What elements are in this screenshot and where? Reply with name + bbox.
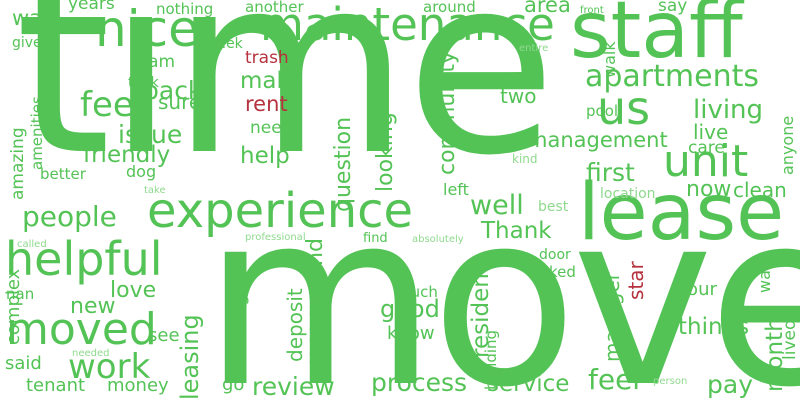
- word-people: people: [22, 200, 117, 233]
- word-service: service: [487, 371, 570, 397]
- word-leasing: leasing: [176, 314, 204, 400]
- word-left: left: [443, 180, 469, 199]
- word-asked: asked: [532, 263, 576, 281]
- word-needed: needed: [72, 348, 110, 359]
- word-experience: experience: [147, 183, 414, 239]
- word-want: want: [755, 253, 774, 293]
- word-live: live: [693, 120, 729, 144]
- word-trash: trash: [245, 48, 289, 68]
- word-professional: professional: [245, 232, 306, 243]
- word-back: back: [143, 76, 203, 105]
- word-unit: unit: [663, 136, 749, 187]
- word-love: love: [110, 278, 157, 303]
- word-moving: moving: [230, 294, 250, 358]
- word-us: us: [597, 81, 651, 135]
- word-move: move: [203, 160, 800, 400]
- word-helpful: helpful: [5, 232, 163, 286]
- word-tour: tour: [680, 279, 717, 300]
- word-give: give: [12, 35, 42, 51]
- word-clean: clean: [733, 178, 787, 202]
- word-new: new: [70, 294, 116, 319]
- word-better: better: [40, 165, 86, 183]
- word-team: team: [131, 52, 176, 72]
- word-person: person: [653, 376, 688, 387]
- word-entire: entire: [519, 43, 549, 54]
- word-two: two: [500, 84, 537, 108]
- word-see: see: [148, 325, 180, 346]
- word-rent: rent: [245, 92, 288, 116]
- word-pay: pay: [707, 370, 753, 399]
- word-apartments: apartments: [585, 59, 759, 94]
- word-say: say: [658, 0, 688, 16]
- word-living: living: [693, 95, 764, 125]
- word-absolutely: absolutely: [412, 234, 464, 245]
- word-area: area: [524, 0, 571, 17]
- word-nice: nice: [95, 0, 199, 58]
- word-Thank: Thank: [481, 218, 552, 244]
- word-process: process: [371, 368, 468, 397]
- word-money: money: [107, 375, 169, 396]
- word-took: took: [128, 75, 159, 91]
- word-time: time: [15, 0, 557, 209]
- word-way: way: [12, 6, 55, 30]
- word-another: another: [245, 0, 304, 16]
- word-go: go: [222, 374, 245, 395]
- word-staff: staff: [570, 0, 743, 76]
- word-looking: looking: [373, 112, 398, 192]
- word-need: need: [250, 118, 293, 138]
- word-much: much: [396, 283, 438, 301]
- word-issue: issue: [118, 120, 183, 149]
- word-called: called: [17, 239, 47, 250]
- word-nothing: nothing: [156, 0, 214, 18]
- word-feel: feel: [588, 363, 641, 396]
- word-lease: lease: [578, 168, 785, 258]
- word-take: take: [144, 185, 166, 196]
- word-now: now: [686, 177, 732, 202]
- word-tenant: tenant: [26, 375, 86, 396]
- word-fee: fee: [80, 85, 134, 125]
- word-moved: moved: [6, 304, 157, 355]
- word-around: around: [423, 0, 476, 16]
- word-well: well: [470, 190, 524, 221]
- word-review: review: [252, 372, 335, 400]
- word-make: make: [240, 68, 304, 94]
- word-anyone: anyone: [778, 115, 797, 175]
- word-star: star: [624, 261, 648, 300]
- word-complex: complex: [3, 268, 24, 345]
- word-community: community: [435, 50, 460, 175]
- word-kind: kind: [512, 152, 538, 166]
- word-week: week: [206, 36, 243, 52]
- word-first: first: [586, 158, 635, 187]
- word-dog: dog: [126, 162, 157, 181]
- word-deposit: deposit: [283, 288, 307, 362]
- word-work: work: [68, 347, 151, 387]
- word-door: door: [539, 247, 571, 263]
- word-said: said: [5, 353, 42, 374]
- word-best: best: [538, 199, 569, 215]
- word-know: know: [387, 323, 435, 344]
- word-amenities: amenities: [28, 96, 46, 170]
- word-things: things: [678, 314, 750, 340]
- word-find: find: [363, 231, 388, 246]
- word-sure: sure: [158, 90, 202, 114]
- word-front: front: [580, 5, 604, 16]
- word-recommend: recommend: [303, 238, 328, 370]
- word-nan: nan: [6, 285, 35, 303]
- word-maintenance: maintenance: [260, 0, 555, 51]
- word-years: years: [68, 0, 115, 14]
- word-lived: lived: [780, 319, 800, 360]
- word-manager: manager: [600, 272, 624, 362]
- word-management: management: [527, 128, 668, 152]
- word-help: help: [240, 143, 290, 169]
- word-care: care: [688, 138, 725, 158]
- word-walk: walk: [600, 41, 619, 78]
- word-amazing: amazing: [8, 127, 28, 200]
- word-friendly: friendly: [83, 142, 171, 168]
- word-building: building: [482, 329, 500, 390]
- word-good: good: [380, 295, 440, 323]
- word-pool: pool: [586, 102, 619, 120]
- word-question: question: [331, 116, 356, 212]
- word-location: location: [600, 186, 656, 202]
